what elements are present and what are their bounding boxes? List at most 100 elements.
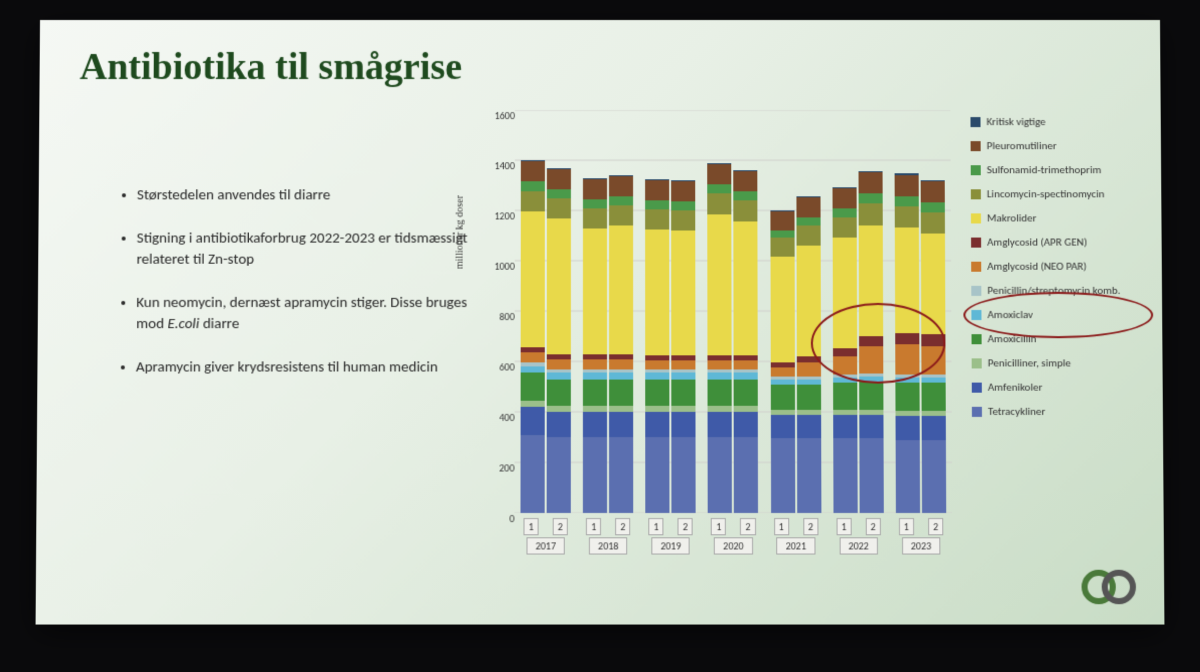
bar-segment: [708, 379, 732, 405]
legend-item: Makrolider: [971, 211, 1152, 224]
x-half: 1: [523, 518, 538, 535]
year-group: [521, 160, 571, 513]
bar-segment: [671, 182, 695, 202]
bar-segment: [708, 184, 732, 193]
legend: Kritisk vigtigePleuromutilinerSulfonamid…: [970, 115, 1152, 429]
x-half: 1: [774, 518, 789, 535]
bar-segment: [859, 382, 883, 410]
x-group: 122019: [640, 518, 702, 554]
bar-segment: [770, 384, 794, 409]
x-year: 2019: [652, 537, 691, 554]
legend-swatch: [971, 261, 981, 271]
legend-swatch: [971, 165, 981, 175]
legend-label: Pleuromutiliner: [987, 139, 1057, 152]
x-half: 2: [740, 518, 755, 535]
bar-segment: [708, 164, 732, 184]
x-year: 2018: [589, 537, 628, 554]
bar-segment: [547, 437, 571, 513]
legend-swatch: [970, 117, 980, 127]
x-half: 2: [678, 518, 693, 535]
legend-swatch: [972, 406, 982, 416]
bar: [671, 180, 695, 513]
bar-segment: [858, 194, 882, 204]
legend-label: Tetracykliner: [988, 405, 1046, 418]
y-tick: 400: [489, 410, 514, 423]
slide: Antibiotika til smågrise Størstedelen an…: [36, 20, 1165, 625]
y-tick: 1200: [490, 209, 515, 222]
bar-segment: [895, 196, 919, 206]
bullet-list: Størstedelen anvendes til diarreStigning…: [77, 185, 479, 400]
bar-segment: [770, 367, 794, 376]
y-tick: 1600: [490, 109, 515, 122]
legend-swatch: [971, 237, 981, 247]
bullet-item: Størstedelen anvendes til diarre: [137, 185, 480, 206]
legend-swatch: [972, 382, 982, 392]
y-tick: 200: [489, 461, 514, 474]
x-half: 2: [553, 518, 568, 535]
y-tick: 800: [490, 309, 515, 322]
y-axis-label: millioner kg doser: [455, 195, 466, 269]
bar-segment: [734, 192, 758, 201]
org-logo: [1078, 569, 1139, 605]
y-tick: 1000: [490, 259, 515, 272]
bar-segment: [708, 214, 732, 355]
bar-segment: [645, 180, 669, 200]
bar-segment: [832, 217, 856, 237]
x-half: 1: [711, 518, 726, 535]
bar-segment: [672, 231, 696, 356]
bar-segment: [859, 414, 883, 438]
bar-segment: [858, 204, 882, 225]
bar-segment: [672, 412, 696, 437]
bar: [547, 168, 571, 513]
bar-segment: [521, 407, 545, 435]
bar: [583, 178, 607, 513]
x-group: 122020: [702, 518, 764, 554]
bar-segment: [895, 206, 919, 227]
x-year: 2021: [777, 537, 816, 554]
bar-segment: [609, 379, 633, 405]
bar-segment: [521, 373, 545, 401]
bar-segment: [547, 379, 571, 405]
x-half: 2: [865, 518, 880, 535]
bar-segment: [583, 208, 607, 228]
legend-label: Penicilliner, simple: [988, 356, 1071, 369]
bar-segment: [771, 414, 795, 438]
bar-segment: [797, 384, 821, 409]
bar: [770, 210, 795, 513]
bar-segment: [796, 197, 820, 217]
bar: [734, 170, 759, 513]
y-axis: 02004006008001000120014001600: [489, 110, 515, 513]
x-group: 122017: [514, 518, 576, 554]
bar-segment: [583, 179, 607, 199]
bar-segment: [547, 169, 571, 189]
bar-segment: [521, 353, 545, 363]
bullet-item: Apramycin giver krydsresistens til human…: [136, 357, 480, 378]
x-year: 2022: [839, 537, 878, 554]
bar-segment: [547, 218, 571, 354]
legend-item: Amglycosid (APR GEN): [971, 236, 1152, 249]
bar-segment: [708, 193, 732, 214]
bar-segment: [583, 228, 607, 354]
bar-segment: [734, 412, 758, 437]
bar-segment: [672, 379, 696, 405]
bar-segment: [833, 414, 857, 438]
bar-segment: [646, 437, 670, 513]
bar-segment: [734, 171, 758, 191]
bar-segment: [797, 414, 821, 438]
y-tick: 0: [489, 511, 514, 524]
bar-segment: [922, 416, 946, 440]
bar-segment: [797, 438, 821, 513]
legend-item: Lincomycin-spectinomycin: [971, 187, 1151, 200]
bar-segment: [672, 210, 696, 230]
legend-label: Amglycosid (NEO PAR): [987, 260, 1087, 273]
bar-segment: [796, 225, 820, 245]
legend-swatch: [972, 334, 982, 344]
bar-segment: [609, 359, 633, 369]
x-year: 2023: [902, 537, 941, 554]
bar: [645, 179, 669, 513]
bar-segment: [547, 189, 571, 198]
bar-segment: [547, 198, 571, 218]
bar-segment: [645, 229, 669, 355]
bar-segment: [645, 209, 669, 229]
bar-segment: [734, 379, 758, 405]
